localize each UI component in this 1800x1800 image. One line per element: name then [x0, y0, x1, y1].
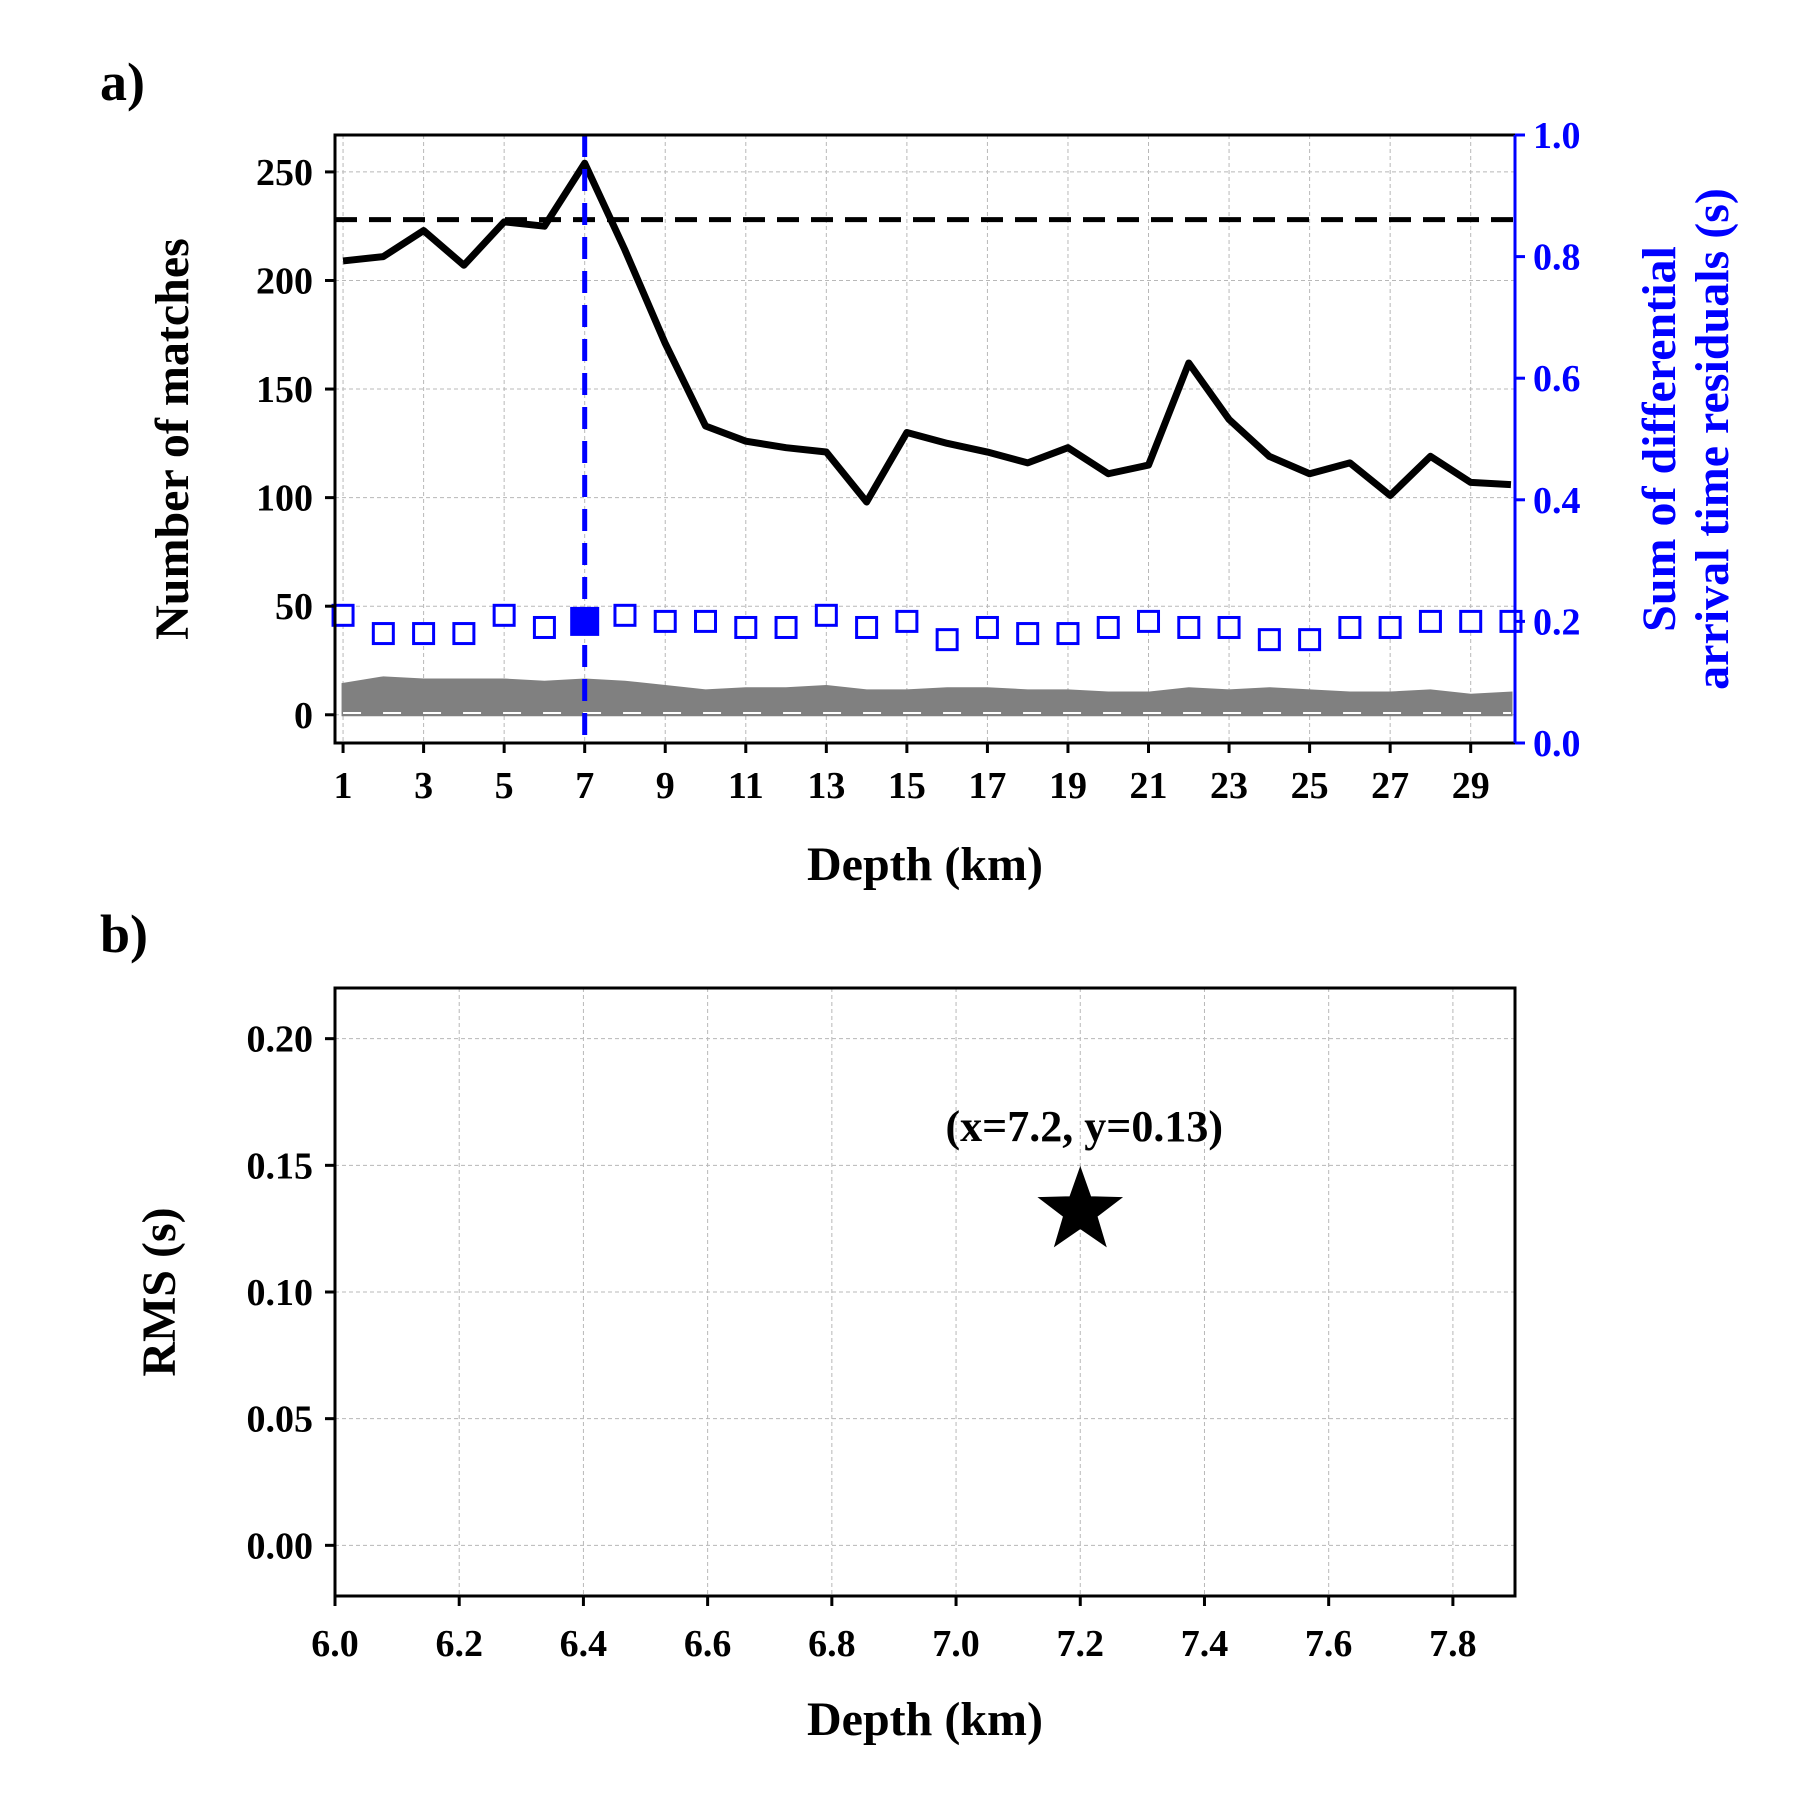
x-tick-label: 6.0: [311, 1623, 359, 1665]
residual-marker: [855, 615, 879, 639]
y-tick-label: 100: [256, 478, 313, 520]
residual-marker: [1217, 615, 1241, 639]
residual-marker: [1459, 609, 1483, 633]
residual-marker: [412, 622, 436, 646]
y-tick-label: 150: [256, 369, 313, 411]
residual-marker: [371, 622, 395, 646]
point-annotation: (x=7.2, y=0.13): [946, 1102, 1223, 1151]
residual-marker: [1096, 615, 1120, 639]
x-tick-label: 6.4: [560, 1623, 608, 1665]
residual-marker: [1016, 622, 1040, 646]
residual-marker: [1056, 622, 1080, 646]
y2-tick-label: 0.2: [1533, 601, 1581, 643]
residual-marker: [331, 603, 355, 627]
x-tick-label: 5: [495, 765, 514, 807]
panel-b-x-ticks: 6.0 6.2 6.4 6.6 6.8 7.0 7.2 7.4 7.6 7.8: [311, 1596, 1477, 1665]
x-tick-label: 13: [807, 765, 845, 807]
residual-markers: [331, 603, 1523, 652]
x-tick-label: 7.6: [1305, 1623, 1353, 1665]
x-tick-label: 19: [1049, 765, 1087, 807]
y-tick-label: 50: [275, 586, 313, 628]
residual-marker: [452, 622, 476, 646]
y-tick-label: 0.10: [247, 1272, 314, 1314]
residual-band: [341, 676, 1513, 717]
x-tick-label: 6.6: [684, 1623, 732, 1665]
y-tick-label: 0.00: [247, 1525, 314, 1567]
star-marker: [1037, 1165, 1124, 1248]
panel-a-y2-label-line2: arrival time residuals (s): [1686, 188, 1739, 690]
x-tick-label: 6.8: [808, 1623, 856, 1665]
x-tick-label: 29: [1452, 765, 1490, 807]
x-tick-label: 9: [656, 765, 675, 807]
x-tick-label: 27: [1371, 765, 1409, 807]
residual-marker: [1418, 609, 1442, 633]
x-tick-label: 3: [414, 765, 433, 807]
panel-b-y-label: RMS (s): [133, 1207, 186, 1376]
residual-marker: [613, 603, 637, 627]
residual-marker: [653, 609, 677, 633]
x-tick-label: 7: [575, 765, 594, 807]
residual-marker: [774, 615, 798, 639]
x-tick-label: 21: [1130, 765, 1168, 807]
y2-tick-label: 1.0: [1533, 115, 1581, 157]
residual-marker: [814, 603, 838, 627]
matches-line: [342, 159, 1512, 506]
residual-marker: [492, 603, 516, 627]
x-tick-label: 25: [1291, 765, 1329, 807]
x-tick-label: 1: [334, 765, 353, 807]
x-tick-label: 11: [728, 765, 764, 807]
x-tick-label: 17: [968, 765, 1006, 807]
panel-b-label: b): [100, 904, 148, 964]
x-tick-label: 15: [888, 765, 926, 807]
residual-marker: [1298, 628, 1322, 652]
y-tick-label: 0: [294, 695, 313, 737]
panel-a-y2-ticks: 0.0 0.2 0.4 0.6 0.8 1.0: [1513, 115, 1581, 765]
x-tick-label: 7.0: [932, 1623, 980, 1665]
y-tick-label: 200: [256, 260, 313, 302]
panel-b-grid: [334, 988, 1515, 1596]
x-tick-label: 7.8: [1429, 1623, 1477, 1665]
y-tick-label: 0.15: [247, 1145, 314, 1187]
residual-marker: [935, 628, 959, 652]
y2-tick-label: 0.8: [1533, 237, 1581, 279]
residual-marker: [1257, 628, 1281, 652]
panel-a: a) 1 3 5 7 9 11 13 15 17 19 21 23 25 27 29 05010015020…: [100, 52, 1739, 891]
residual-marker: [1137, 609, 1161, 633]
y2-tick-label: 0.4: [1533, 480, 1581, 522]
y2-tick-label: 0.0: [1533, 723, 1581, 765]
panel-b-y-ticks: 0.00 0.05 0.10 0.15 0.20: [247, 1019, 335, 1567]
x-tick-label: 23: [1210, 765, 1248, 807]
panel-a-grid: [335, 135, 1515, 743]
residual-band-area: [341, 676, 1513, 717]
y-tick-label: 250: [256, 152, 313, 194]
x-tick-label: 6.2: [435, 1623, 483, 1665]
residual-marker: [1338, 615, 1362, 639]
panel-a-x-label: Depth (km): [807, 838, 1043, 891]
residual-marker: [1177, 615, 1201, 639]
residual-marker: [734, 615, 758, 639]
residual-marker: [1378, 615, 1402, 639]
residual-marker: [895, 609, 919, 633]
best-residual-marker: [570, 606, 600, 636]
residual-marker: [532, 615, 556, 639]
panel-a-lines: [335, 135, 1515, 743]
panel-a-x-ticks: 1 3 5 7 9 11 13 15 17 19 21 23 25 27 29: [334, 743, 1490, 807]
residual-marker: [694, 609, 718, 633]
residual-marker: [975, 615, 999, 639]
panel-a-y-label: Number of matches: [146, 238, 199, 640]
y-tick-label: 0.20: [247, 1019, 314, 1061]
x-tick-label: 7.2: [1057, 1623, 1105, 1665]
panel-a-y-ticks: 0 50 100 150 200 250: [256, 152, 335, 737]
panel-a-y2-label-line1: Sum of differential: [1633, 246, 1686, 632]
panel-b-x-label: Depth (km): [807, 1693, 1043, 1746]
y-tick-label: 0.05: [247, 1399, 314, 1441]
y2-tick-label: 0.6: [1533, 358, 1581, 400]
x-tick-label: 7.4: [1181, 1623, 1229, 1665]
panel-b: b) 6.0 6.2 6.4 6.6 6.8 7.0 7.2 7.4 7.6 7.8 0.000.…: [100, 904, 1517, 1746]
panel-a-label: a): [100, 52, 145, 112]
panel-b-point: [1037, 1165, 1124, 1248]
